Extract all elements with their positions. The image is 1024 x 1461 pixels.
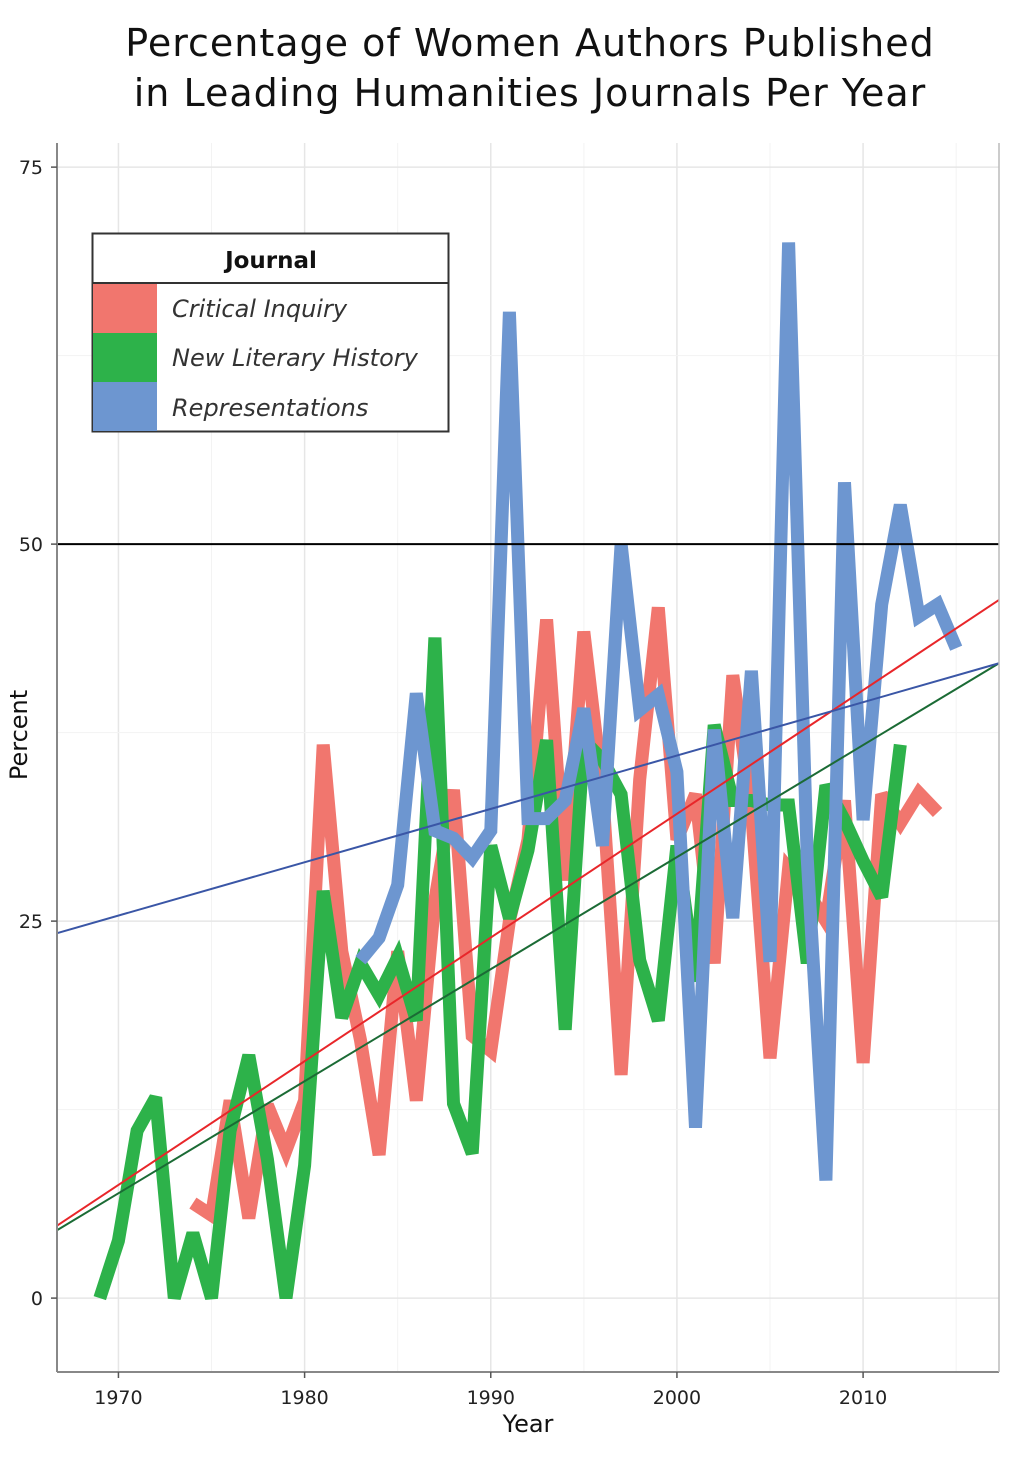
axes: 1970 1980 1990 2000 2010 0 25 50 75 (19, 143, 1000, 1409)
chart-title: Percentage of Women Authors Published in… (0, 18, 1024, 118)
x-tick-label: 1980 (280, 1387, 328, 1409)
legend-swatch-representations (93, 382, 157, 431)
series-lines (93, 242, 963, 1301)
x-tick-label: 2010 (839, 1387, 887, 1409)
legend-swatch-new-literary-history (93, 333, 157, 382)
x-axis-label: Year (502, 1410, 554, 1438)
legend-title: Journal (223, 248, 317, 274)
x-tick-label: 1970 (94, 1387, 142, 1409)
legend-label-critical-inquiry: Critical Inquiry (172, 295, 348, 323)
x-tick-label: 2000 (653, 1387, 701, 1409)
y-tick-label: 25 (19, 911, 43, 933)
y-tick-label: 0 (31, 1288, 43, 1310)
y-axis-label: Percent (5, 690, 33, 780)
trend-line-critical-inquiry (56, 599, 1000, 1227)
series-line-representations (355, 242, 963, 1181)
trend-line-new-literary-history (56, 662, 1000, 1232)
trend-lines (56, 543, 1000, 1232)
legend: Journal Critical Inquiry New Literary Hi… (91, 232, 450, 433)
chart-title-line-1: Percentage of Women Authors Published (125, 21, 935, 65)
chart-title-line-2: in Leading Humanities Journals Per Year (133, 71, 927, 115)
y-tick-label: 75 (19, 157, 43, 179)
legend-label-representations: Representations (172, 394, 368, 422)
series-line-new-literary-history (93, 637, 907, 1301)
y-tick-label: 50 (19, 534, 43, 556)
trend-line-representations (56, 662, 1000, 935)
legend-label-new-literary-history: New Literary History (172, 344, 419, 372)
x-tick-label: 1990 (467, 1387, 515, 1409)
legend-swatch-critical-inquiry (93, 284, 157, 333)
